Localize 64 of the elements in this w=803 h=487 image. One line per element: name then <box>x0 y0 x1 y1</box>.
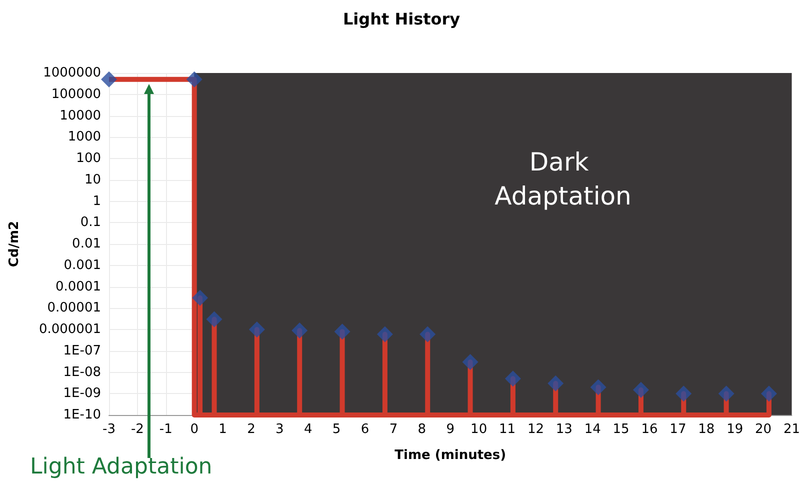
x-tick-label: 14 <box>584 422 601 437</box>
x-tick-label: 17 <box>670 422 686 437</box>
x-tick-label: 9 <box>446 422 455 437</box>
x-tick-label: 0 <box>190 422 198 437</box>
point <box>420 326 436 342</box>
point <box>718 386 734 402</box>
y-tick-label: 0.001 <box>64 258 101 273</box>
x-tick-label: 4 <box>304 422 312 437</box>
x-tick-label: 12 <box>527 422 544 437</box>
point <box>590 379 606 396</box>
y-tick-label: 1E-09 <box>63 386 101 402</box>
y-tick-label: 0.1 <box>80 215 101 230</box>
x-axis-title: Time (minutes) <box>394 448 506 463</box>
x-tick-label: -3 <box>102 422 116 437</box>
point <box>676 386 692 402</box>
y-tick-label: 1 <box>92 194 101 209</box>
point <box>548 375 564 392</box>
x-tick-label: 3 <box>276 422 284 437</box>
x-tick-label: 16 <box>641 422 658 437</box>
x-tick-label: 6 <box>360 422 370 437</box>
band-label: Dark Adaptation <box>494 148 632 210</box>
point <box>192 290 208 306</box>
y-tick-label: 1000 <box>68 130 101 145</box>
point <box>101 71 117 88</box>
x-tick-label: 1 <box>218 422 227 437</box>
x-tick-label: 2 <box>247 422 256 437</box>
x-tick-label: 21 <box>783 422 800 437</box>
y-tick-label: 0.00001 <box>47 300 101 316</box>
x-tick-label: 11 <box>498 422 516 437</box>
y-tick-label: 0.000001 <box>38 322 101 337</box>
y-axis-title: Cd/m2 <box>7 220 22 268</box>
x-tick-label: 19 <box>726 422 744 437</box>
chart-title: Light History <box>342 10 461 28</box>
point <box>376 326 393 342</box>
text: Light Adaptation <box>30 454 212 480</box>
x-tick-label: -2 <box>130 422 144 437</box>
point <box>760 386 777 402</box>
x-tick-label: 18 <box>698 422 715 437</box>
y-tick-label: 100 <box>76 151 101 166</box>
x-tick-label: 7 <box>389 422 398 437</box>
point <box>632 382 649 398</box>
y-tick-label: 1000000 <box>43 66 101 80</box>
point <box>504 370 521 387</box>
x-tick-label: 20 <box>755 422 772 437</box>
point <box>334 324 350 340</box>
x-tick-label: 13 <box>556 422 572 437</box>
y-tick-label: 0.0001 <box>56 279 101 294</box>
y-tick-label: 100000 <box>51 86 101 102</box>
y-tick-label: 10000 <box>60 108 101 124</box>
y-tick-label: 0.01 <box>72 236 101 252</box>
y-tick-label: 1E-08 <box>63 364 101 380</box>
point <box>248 322 265 338</box>
x-tick-label: 8 <box>418 422 426 437</box>
y-tick-label: 1E-07 <box>63 343 101 358</box>
x-tick-label: -1 <box>159 422 172 437</box>
point <box>462 354 478 370</box>
y-tick-label: 1E-10 <box>63 408 101 422</box>
y-tick-label: 10 <box>84 172 101 188</box>
x-tick-label: 5 <box>332 422 341 437</box>
x-tick-label: 10 <box>470 422 488 437</box>
point <box>186 71 202 88</box>
point <box>292 322 308 338</box>
point <box>206 311 222 328</box>
x-tick-label: 15 <box>612 422 630 437</box>
